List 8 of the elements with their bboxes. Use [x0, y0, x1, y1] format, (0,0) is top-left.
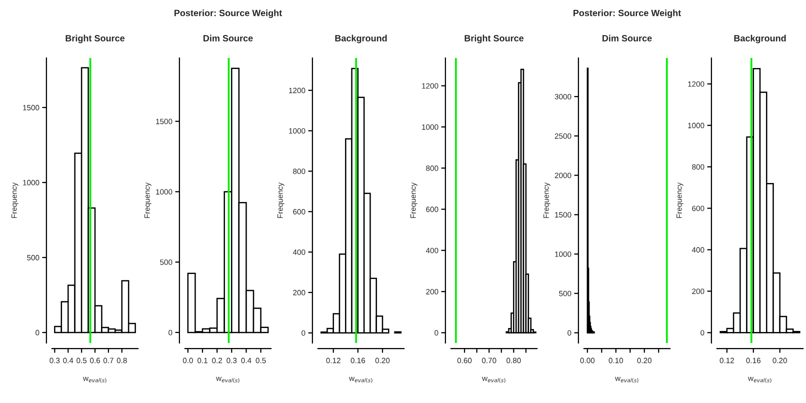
chart-title: Bright Source: [464, 34, 524, 44]
text: Posterior: Source Weight: [574, 10, 681, 18]
chart-title: Background: [734, 34, 786, 44]
chart-title: Bright Source: [66, 34, 125, 44]
chart-title: Dim Source: [204, 34, 253, 42]
chart-title: Background: [335, 34, 387, 44]
text: Posterior: Source Weight: [174, 10, 282, 18]
chart-title: Dim Source: [602, 34, 652, 42]
